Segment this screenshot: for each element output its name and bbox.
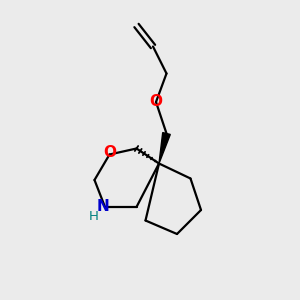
Text: H: H [89,209,98,223]
Text: O: O [103,145,116,160]
Text: N: N [97,199,110,214]
Polygon shape [159,133,170,164]
Text: O: O [149,94,163,110]
